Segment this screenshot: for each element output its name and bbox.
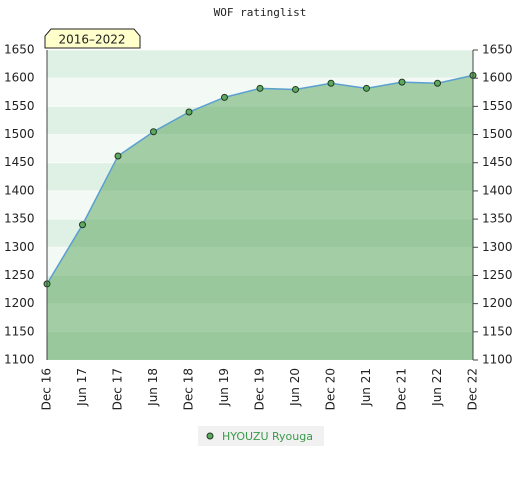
x-tick: Jun 21 bbox=[359, 368, 373, 407]
y-tick-label: 1650 bbox=[4, 43, 35, 57]
y2-tick-label: 1450 bbox=[482, 155, 513, 169]
x-tick: Dec 19 bbox=[253, 368, 267, 410]
chart-title: WOF ratinglist bbox=[214, 6, 307, 19]
x-tick: Jun 22 bbox=[430, 368, 444, 407]
x-tick-label: Jun 21 bbox=[359, 368, 373, 407]
x-tick-label: Dec 21 bbox=[395, 368, 409, 410]
x-tick: Dec 17 bbox=[111, 368, 125, 410]
data-point bbox=[150, 128, 157, 136]
x-tick: Jun 17 bbox=[75, 368, 89, 407]
x-tick-label: Dec 16 bbox=[40, 368, 54, 410]
x-tick-label: Jun 19 bbox=[217, 368, 231, 407]
y2-tick-label: 1600 bbox=[482, 71, 513, 85]
data-point bbox=[292, 85, 299, 93]
y-tick-label: 1450 bbox=[4, 155, 35, 169]
x-tick-label: Jun 18 bbox=[146, 368, 160, 407]
x-tick: Dec 22 bbox=[466, 368, 480, 410]
y2-tick-label: 1500 bbox=[482, 127, 513, 141]
legend-label: HYOUZU Ryouga bbox=[222, 430, 313, 443]
x-tick: Jun 18 bbox=[146, 368, 160, 407]
y-tick-label: 1200 bbox=[4, 296, 35, 310]
x-tick-label: Dec 19 bbox=[253, 368, 267, 410]
data-point bbox=[221, 93, 228, 101]
grid-band bbox=[47, 50, 473, 79]
y-tick-label: 1550 bbox=[4, 99, 35, 113]
y2-tick-label: 1250 bbox=[482, 268, 513, 282]
x-tick: Jun 20 bbox=[288, 368, 302, 407]
x-tick-label: Dec 22 bbox=[466, 368, 480, 410]
data-point bbox=[398, 78, 406, 86]
data-point bbox=[114, 152, 122, 160]
y2-tick-label: 1650 bbox=[482, 43, 513, 57]
x-tick: Dec 18 bbox=[182, 368, 196, 410]
data-point bbox=[327, 79, 335, 87]
y-tick-label: 1400 bbox=[4, 183, 35, 197]
y2-tick-label: 1400 bbox=[482, 183, 513, 197]
y-tick-label: 1350 bbox=[4, 212, 35, 226]
y2-tick-label: 1550 bbox=[482, 99, 513, 113]
x-tick-label: Dec 18 bbox=[182, 368, 196, 410]
y-tick-label: 1300 bbox=[4, 240, 35, 254]
x-tick-label: Jun 22 bbox=[430, 368, 444, 407]
y2-tick-label: 1100 bbox=[482, 353, 513, 367]
y2-tick-label: 1350 bbox=[482, 212, 513, 226]
x-tick: Jun 19 bbox=[217, 368, 231, 407]
y2-tick-label: 1300 bbox=[482, 240, 513, 254]
data-point bbox=[79, 221, 86, 229]
y-tick-label: 1250 bbox=[4, 268, 35, 282]
y-tick-label: 1150 bbox=[4, 324, 35, 338]
y2-tick-label: 1200 bbox=[482, 296, 513, 310]
annotation: 2016–2022 bbox=[58, 33, 125, 47]
legend-marker bbox=[206, 432, 214, 440]
y-tick-label: 1500 bbox=[4, 127, 35, 141]
x-tick: Dec 16 bbox=[40, 368, 54, 410]
x-tick: Dec 20 bbox=[324, 368, 338, 410]
area-fill bbox=[47, 75, 473, 360]
x-tick-label: Jun 17 bbox=[75, 368, 89, 407]
data-point bbox=[185, 108, 193, 116]
x-tick-label: Dec 17 bbox=[111, 368, 125, 410]
data-point bbox=[256, 84, 264, 92]
x-tick: Dec 21 bbox=[395, 368, 409, 410]
x-tick-label: Dec 20 bbox=[324, 368, 338, 410]
y-tick-label: 1100 bbox=[4, 353, 35, 367]
legend-box bbox=[198, 426, 324, 446]
y-tick-label: 1600 bbox=[4, 71, 35, 85]
x-tick-label: Jun 20 bbox=[288, 368, 302, 407]
y2-tick-label: 1150 bbox=[482, 324, 513, 338]
data-point bbox=[434, 79, 441, 87]
data-point bbox=[363, 84, 370, 92]
annotation-box bbox=[44, 28, 141, 49]
